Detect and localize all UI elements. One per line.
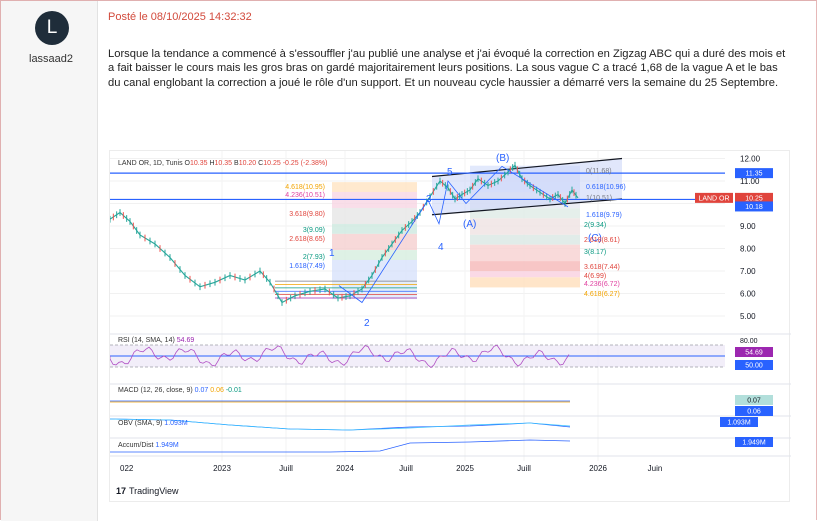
avatar[interactable]: L	[35, 11, 69, 45]
price-badge	[735, 201, 773, 212]
rsi-badge-50	[735, 360, 773, 370]
accum-dist-legend: Accum/Dist 1.949M	[118, 442, 179, 449]
time-axis-label: 2026	[589, 464, 607, 473]
price-badge	[695, 192, 733, 203]
fib-label-right-bottom: 4(6.99)	[584, 273, 606, 280]
accum-badge	[735, 437, 773, 447]
fib-zone-right	[470, 277, 580, 288]
elliott-wave-path	[338, 165, 569, 304]
fib-label-right-top: 1(10.51)	[586, 195, 612, 202]
fib-zone-right	[470, 261, 580, 272]
accum-dist-line	[110, 439, 571, 453]
fib-zone-left	[332, 208, 417, 224]
price-axis-label: 5.00	[740, 312, 756, 321]
author-sidebar: L lassaad2	[1, 1, 98, 521]
price-badge-label: 10.25	[745, 195, 763, 202]
wave-label: 2	[364, 318, 370, 329]
fib-label-right-bottom: 4.236(6.72)	[584, 281, 620, 288]
rsi-badge-label: 54.69	[745, 350, 763, 357]
fib-label-left: 4.236(10.51)	[285, 192, 325, 199]
fib-label-right-top: 1.618(9.79)	[586, 212, 622, 219]
time-axis-label: 2023	[213, 464, 231, 473]
fib-label-right-bottom: 3.618(7.44)	[584, 264, 620, 271]
time-axis-label: Juill	[279, 464, 293, 473]
tradingview-chart-image[interactable]: 1 2 3 4 5 (A) (B) (C) 4.618(10.95) 4.236(10.51) 3.…	[109, 150, 791, 502]
price-badge	[735, 192, 773, 203]
rsi-line	[110, 344, 570, 369]
fib-label-right-top: 0(11.68)	[586, 168, 612, 175]
chart-header-legend: LAND OR, 1D, Tunis O10.35 H10.35 B10.20 …	[118, 160, 328, 167]
time-axis-label: Juill	[517, 464, 531, 473]
macd-badge-label: 0.07	[747, 398, 761, 405]
macd-legend: MACD (12, 26, close, 9) 0.07 0.06 -0.01	[118, 387, 242, 394]
fib-label-right-bottom: 2(9.34)	[584, 222, 606, 229]
channel-bottom-line	[431, 198, 623, 216]
obv-badge-label: 1.093M	[727, 420, 751, 427]
fib-label-right-bottom: 2.618(8.61)	[584, 237, 620, 244]
wave-label: 3	[426, 194, 432, 205]
time-axis-label: 2025	[456, 464, 474, 473]
post-body: Lorsque la tendance a commencé à s'essou…	[108, 48, 786, 89]
fib-zone-right	[470, 218, 580, 235]
wave-label: 4	[438, 242, 444, 253]
fib-label-left: 3(9.09)	[303, 227, 325, 234]
wave-label: (C)	[588, 233, 602, 244]
time-axis-label: 2024	[336, 464, 354, 473]
fib-label-right-bottom: 4.618(6.27)	[584, 291, 620, 298]
chart-canvas: 1 2 3 4 5 (A) (B) (C) 4.618(10.95)4.236(10.51) 3.…	[110, 151, 791, 473]
tradingview-logo[interactable]: 17 TradingView	[116, 486, 179, 496]
tradingview-icon: 17	[116, 486, 127, 496]
price-axis-label: 7.00	[740, 267, 756, 276]
price-axis-label: 12.00	[740, 155, 761, 164]
fib-label-right-top: 0.618(10.96)	[586, 184, 626, 191]
price-axis-label: 8.00	[740, 245, 756, 254]
fib-label-left: 2(7.93)	[303, 254, 325, 261]
fib-label-right-bottom: 3(8.17)	[584, 249, 606, 256]
fib-label-left: 3.618(9.80)	[289, 211, 325, 218]
price-axis-label: 9.00	[740, 222, 756, 231]
symbol-label: LAND OR, 1D, Tunis	[118, 160, 183, 167]
rsi-badge	[735, 347, 773, 357]
wave-label: 5	[447, 167, 453, 178]
obv-legend: OBV (SMA, 9) 1.093M	[118, 420, 188, 427]
fib-zone-right	[470, 234, 580, 245]
fib-zone-right	[470, 244, 580, 262]
fib-label-left: 4.618(10.95)	[285, 184, 325, 191]
time-axis-label: Juill	[399, 464, 413, 473]
price-badge-label: LAND OR	[698, 195, 729, 202]
fib-zone-left	[332, 182, 417, 193]
fib-label-left: 1.618(7.49)	[289, 263, 325, 270]
obv-badge	[720, 417, 758, 427]
fib-zone-right	[470, 271, 580, 278]
price-axis-label: 11.00	[740, 177, 760, 186]
wave-label: 1	[329, 248, 335, 259]
time-axis-label: Juin	[648, 464, 663, 473]
price-badge-label: 10.18	[745, 204, 763, 211]
rsi-badge-50-label: 50.00	[745, 363, 763, 370]
rsi-legend: RSI (14, SMA, 14) 54.69	[118, 337, 195, 344]
time-axis-label: 022	[120, 464, 134, 473]
post-timestamp: Posté le 08/10/2025 14:32:32	[108, 11, 252, 23]
rsi-axis-label: 80.00	[740, 338, 758, 345]
price-badge-label: 11.35	[746, 171, 763, 178]
price-axis-label: 6.00	[740, 290, 756, 299]
fib-label-left: 2.618(8.65)	[289, 236, 325, 243]
username[interactable]: lassaad2	[29, 53, 74, 65]
wave-label: (B)	[496, 153, 509, 164]
fib-zone-left	[332, 223, 417, 234]
macd-badge-2	[735, 406, 773, 416]
macd-badge	[735, 395, 773, 405]
macd-badge-2-label: 0.06	[747, 409, 761, 416]
fib-zone-right	[470, 208, 580, 219]
accum-badge-label: 1.949M	[742, 440, 766, 447]
obv-sma-line	[110, 418, 571, 431]
fib-zone-left	[332, 250, 417, 260]
wave-label: (A)	[463, 219, 476, 230]
price-badge	[735, 168, 773, 179]
